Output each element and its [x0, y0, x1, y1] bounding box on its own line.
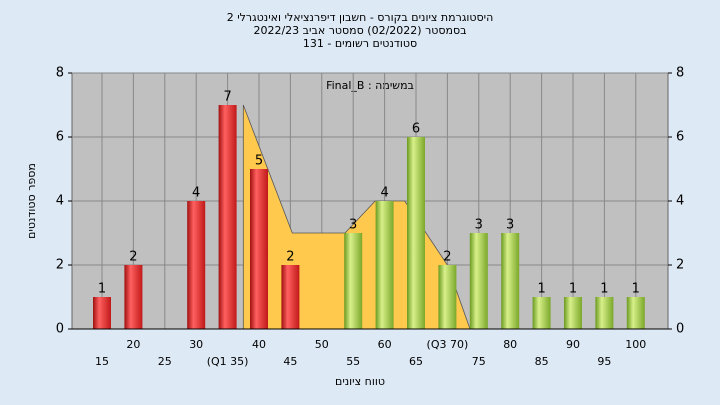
x-tick-label: 60 [378, 338, 392, 351]
bar [281, 265, 300, 329]
y-tick-label: 6 [56, 130, 64, 145]
x-tick-label: 100 [625, 338, 646, 351]
value-label: 4 [380, 186, 388, 201]
bar [626, 297, 645, 329]
value-label: 2 [286, 250, 294, 265]
bar [344, 233, 363, 329]
x-tick-label: 75 [472, 355, 486, 368]
value-label: 2 [443, 250, 451, 265]
chart-title: היסטוגרמת ציונים בקורס - חשבון דיפרנציאל… [227, 11, 494, 24]
bar [124, 265, 143, 329]
bar [187, 201, 206, 329]
bar [564, 297, 582, 329]
bar [438, 265, 457, 329]
x-tick-label: 50 [315, 338, 329, 351]
value-label: 1 [600, 282, 608, 297]
value-label: 6 [412, 122, 420, 137]
x-tick-label: 40 [252, 338, 266, 351]
x-tick-label: 45 [283, 355, 297, 368]
x-tick-label: 85 [535, 355, 549, 368]
bar [595, 297, 614, 329]
y2-tick-label: 0 [676, 322, 684, 337]
y2-tick-label: 2 [676, 258, 684, 273]
value-label: 4 [192, 186, 200, 201]
x-tick-label: 95 [597, 355, 611, 368]
value-label: 1 [98, 282, 106, 297]
x-tick-label: 25 [158, 355, 172, 368]
x-tick-label: 15 [95, 355, 109, 368]
y2-tick-label: 6 [676, 130, 684, 145]
value-label: 3 [349, 218, 357, 233]
x-tick-label: 55 [346, 355, 360, 368]
bar [501, 233, 520, 329]
value-label: 1 [569, 282, 577, 297]
y2-tick-label: 4 [676, 194, 684, 209]
chart-subtitle: בסמסטר (02/2022) סמסטר אביב 2022/23 [253, 24, 466, 37]
y-tick-label: 4 [56, 194, 64, 209]
x-tick-label: (Q1 35) [207, 355, 249, 368]
value-label: 3 [506, 218, 514, 233]
value-label: 3 [475, 218, 483, 233]
bar [250, 169, 268, 329]
y-axis-label: מספר סטודנטים [25, 163, 38, 239]
x-tick-label: (Q3 70) [427, 338, 469, 351]
x-axis-label: טווח ציונים [335, 375, 385, 388]
bar [469, 233, 488, 329]
x-tick-label: 20 [126, 338, 140, 351]
bar [93, 297, 111, 329]
y2-tick-label: 8 [676, 66, 684, 81]
annotation: Final_B : במשימה [326, 79, 414, 92]
value-label: 1 [632, 282, 640, 297]
bar [375, 201, 394, 329]
x-tick-label: 65 [409, 355, 423, 368]
y-tick-label: 2 [56, 258, 64, 273]
y-tick-label: 8 [56, 66, 64, 81]
x-tick-label: 80 [503, 338, 517, 351]
chart-subtitle: סטודנטים רשומים - 131 [303, 37, 417, 50]
bar [407, 137, 425, 329]
bar [218, 105, 237, 329]
value-label: 1 [537, 282, 545, 297]
value-label: 7 [223, 90, 231, 105]
value-label: 2 [129, 250, 137, 265]
x-tick-label: 30 [189, 338, 203, 351]
value-label: 5 [255, 154, 263, 169]
x-tick-label: 90 [566, 338, 580, 351]
bar [532, 297, 551, 329]
y-tick-label: 0 [56, 322, 64, 337]
